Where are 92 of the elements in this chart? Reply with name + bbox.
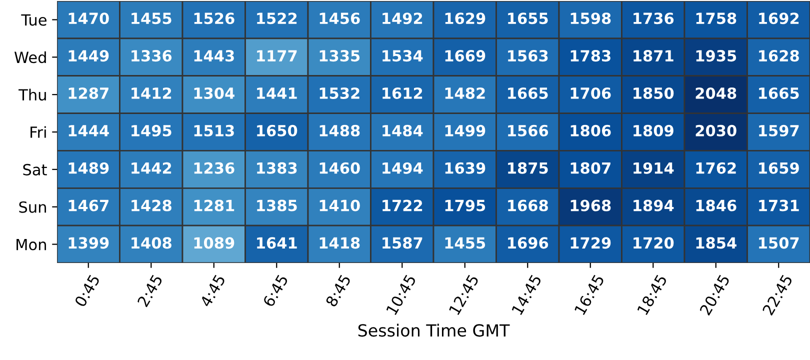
data-label: 1410 [320,200,360,212]
data-label: 1846 [696,200,736,212]
data-label: 1807 [570,162,610,174]
data-label: 1628 [759,50,799,62]
data-label: 1736 [634,12,674,24]
data-label: 1513 [194,124,234,136]
y-tick-label: Sat [23,164,47,176]
data-label: 1335 [320,50,360,62]
data-label: 1482 [445,87,485,100]
data-label: 1526 [194,12,234,24]
data-label: 1875 [508,162,548,174]
data-label: 1641 [257,237,297,249]
data-label: 1795 [445,200,486,212]
data-label: 1806 [570,124,611,136]
data-label: 1412 [132,87,172,99]
data-label: 1854 [696,237,736,249]
data-label: 1399 [68,237,109,249]
data-label: 1489 [68,162,109,174]
data-label: 1665 [759,87,799,100]
data-label: 1669 [445,50,486,62]
data-label: 1495 [132,124,172,136]
data-label: 1665 [508,87,548,100]
data-label: 1612 [382,87,422,100]
data-label: 1441 [257,88,297,99]
data-label: 1692 [759,12,799,24]
data-label: 1706 [570,87,611,100]
data-label: 1089 [194,237,234,249]
data-label: 1587 [382,237,422,249]
data-label: 1522 [257,12,297,24]
data-label: 1566 [508,124,548,136]
data-label: 1383 [257,162,297,174]
data-label: 1563 [508,50,548,62]
data-label: 1968 [570,200,611,212]
data-label: 1460 [320,162,360,174]
data-label: 1456 [320,12,360,24]
data-label: 1722 [382,200,422,212]
data-label: 1935 [696,50,736,62]
x-axis-title: Session Time GMT [358,324,510,337]
data-label: 1762 [696,162,736,174]
data-label: 1850 [634,87,674,100]
data-label: 1428 [132,200,172,212]
data-label: 1444 [68,125,109,136]
data-label: 1758 [696,12,736,24]
data-label: 1731 [759,200,799,212]
data-label: 1442 [132,162,172,174]
y-tick-label: Mon [16,238,46,250]
data-label: 1304 [194,87,234,100]
y-tick-label: Sun [19,201,46,213]
data-label: 1598 [570,12,611,24]
data-label: 1385 [257,200,297,212]
data-label: 1659 [759,162,799,174]
data-label: 1470 [68,12,109,24]
data-label: 1408 [132,237,172,249]
data-label: 1871 [634,50,674,62]
data-label: 1720 [634,237,674,249]
data-label: 1418 [320,237,360,249]
data-label: 1534 [382,50,423,62]
data-label: 1532 [320,87,360,100]
data-label: 1639 [445,162,486,174]
y-tick-label: Wed [14,51,46,64]
data-label: 1499 [445,124,486,136]
data-label: 1668 [508,200,548,212]
data-label: 1177 [257,50,297,62]
data-label: 1809 [634,124,674,136]
data-label: 2030 [696,124,736,136]
y-tick-label: Tue [21,14,46,26]
data-label: 1507 [759,237,799,249]
data-label: 1449 [68,50,109,62]
data-label: 1597 [759,124,799,136]
data-label: 1455 [445,237,486,249]
data-label: 1783 [570,50,610,62]
data-label: 1467 [68,200,108,212]
data-label: 1336 [132,50,172,62]
y-tick-label: Thu [18,88,46,101]
data-label: 1650 [257,124,298,136]
data-label: 1492 [382,12,422,24]
y-tick-label: Fri [30,126,46,138]
data-label: 1729 [570,237,611,249]
data-label: 1629 [445,12,486,24]
data-label: 1455 [132,12,172,24]
data-label: 1655 [508,12,548,24]
data-label: 2048 [696,87,736,100]
data-label: 1443 [194,50,234,62]
data-label: 1236 [194,162,234,174]
data-label: 1488 [320,124,360,136]
data-label: 1484 [382,124,423,136]
data-label: 1494 [382,162,423,174]
data-label: 1914 [634,162,674,174]
data-label: 1696 [508,237,548,249]
data-label: 1287 [68,87,108,100]
data-label: 1894 [634,200,674,212]
data-label: 1281 [194,200,234,212]
